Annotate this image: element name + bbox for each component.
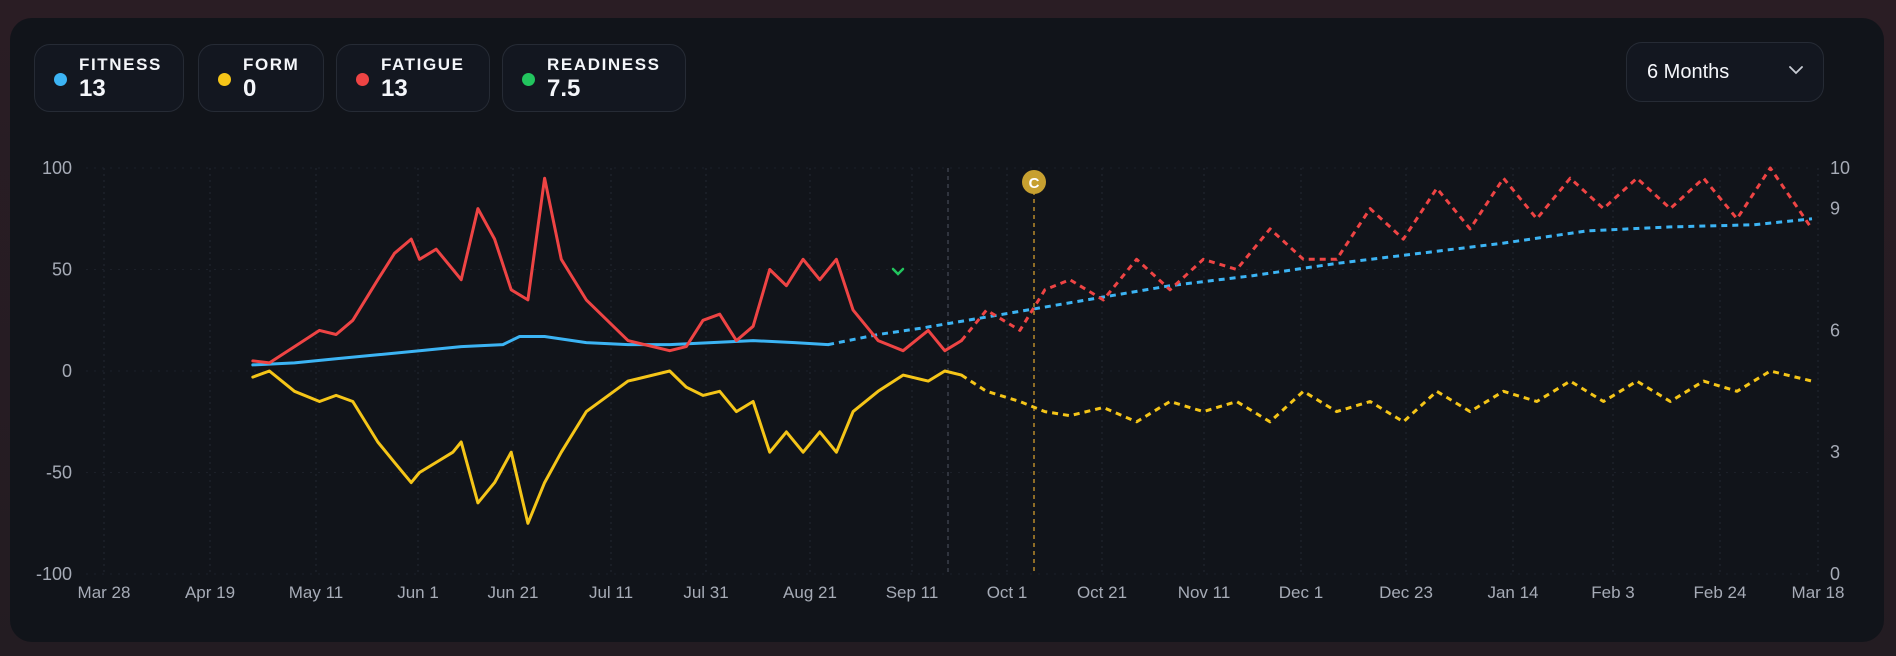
x-tick-label: Jan 14 [1487,583,1538,602]
y-axis-right: 10 9 6 3 0 [1830,158,1850,584]
form-actual-line [251,369,963,525]
x-tick-label: Aug 21 [783,583,837,602]
y-tick-label-right: 9 [1830,199,1840,219]
x-tick-label: Jun 1 [397,583,439,602]
range-dropdown-value: 6 Months [1647,61,1730,83]
fitness-projected-line [827,217,1813,347]
x-tick-label: Mar 28 [78,583,131,602]
metric-label: FITNESS [79,55,162,74]
series-lines [251,166,1814,525]
fatigue-actual-line [251,176,963,365]
x-tick-label: Nov 11 [1178,583,1231,602]
y-tick-label-right: 0 [1830,564,1840,584]
metric-value: 7.5 [547,75,581,102]
fatigue-dot-icon [356,73,369,86]
y-axis-left: 100 50 0 -50 -100 [36,158,72,584]
readiness-dot-icon [522,73,535,86]
range-dropdown[interactable]: 6 Months [1626,42,1824,102]
chart-panel: FITNESS 13 FORM 0 FATIGUE 13 READINESS 7… [10,18,1884,642]
x-tick-label: Jul 11 [589,583,633,602]
x-tick-label: Dec 23 [1379,583,1433,602]
metric-chip-readiness[interactable]: READINESS 7.5 [502,44,686,112]
x-tick-label: Feb 3 [1591,583,1634,602]
readiness-chevron-icon [891,267,905,276]
x-tick-label: Oct 1 [987,583,1028,602]
chevron-down-icon [1789,66,1803,75]
y-tick-label-left: 0 [62,361,72,381]
y-tick-label-left: -50 [46,463,72,483]
metric-chip-fatigue[interactable]: FATIGUE 13 [336,44,490,112]
x-tick-label: Apr 19 [185,583,235,602]
metric-value: 0 [243,75,257,102]
x-tick-label: Oct 21 [1077,583,1127,602]
x-tick-label: Sep 11 [886,583,939,602]
training-load-chart: 100 50 0 -50 -100 10 9 6 3 0 Mar 28 Apr 19 May 11 J… [36,158,1850,602]
x-tick-label: Jun 21 [487,583,538,602]
metric-value: 13 [79,75,106,102]
x-tick-label: Dec 1 [1279,583,1323,602]
fitness-actual-line [251,335,830,367]
metric-label: READINESS [547,55,661,74]
y-tick-label-left: -100 [36,564,72,584]
fatigue-projected-line [960,166,1814,342]
x-tick-label: Jul 31 [683,583,728,602]
event-marker-badge [1022,170,1046,194]
form-dot-icon [218,73,231,86]
metric-label: FORM [243,55,300,74]
metric-value: 13 [381,75,408,102]
x-tick-label: Feb 24 [1694,583,1747,602]
metric-chip-fitness[interactable]: FITNESS 13 [34,44,184,112]
form-projected-line [960,369,1813,424]
fitness-dot-icon [54,73,67,86]
y-tick-label-right: 6 [1830,320,1840,340]
x-tick-label: May 11 [289,583,344,602]
y-tick-label-left: 50 [52,260,72,280]
x-tick-label: Mar 18 [1792,583,1845,602]
y-tick-label-right: 3 [1830,442,1840,462]
metric-chip-form[interactable]: FORM 0 [198,44,324,112]
event-marker-label: C [1029,175,1040,192]
metric-label: FATIGUE [381,55,465,74]
x-axis: Mar 28 Apr 19 May 11 Jun 1 Jun 21 Jul 11 Jul 3… [78,583,1845,602]
y-tick-label-right: 10 [1830,158,1850,178]
grid [86,167,1819,575]
y-tick-label-left: 100 [42,158,72,178]
